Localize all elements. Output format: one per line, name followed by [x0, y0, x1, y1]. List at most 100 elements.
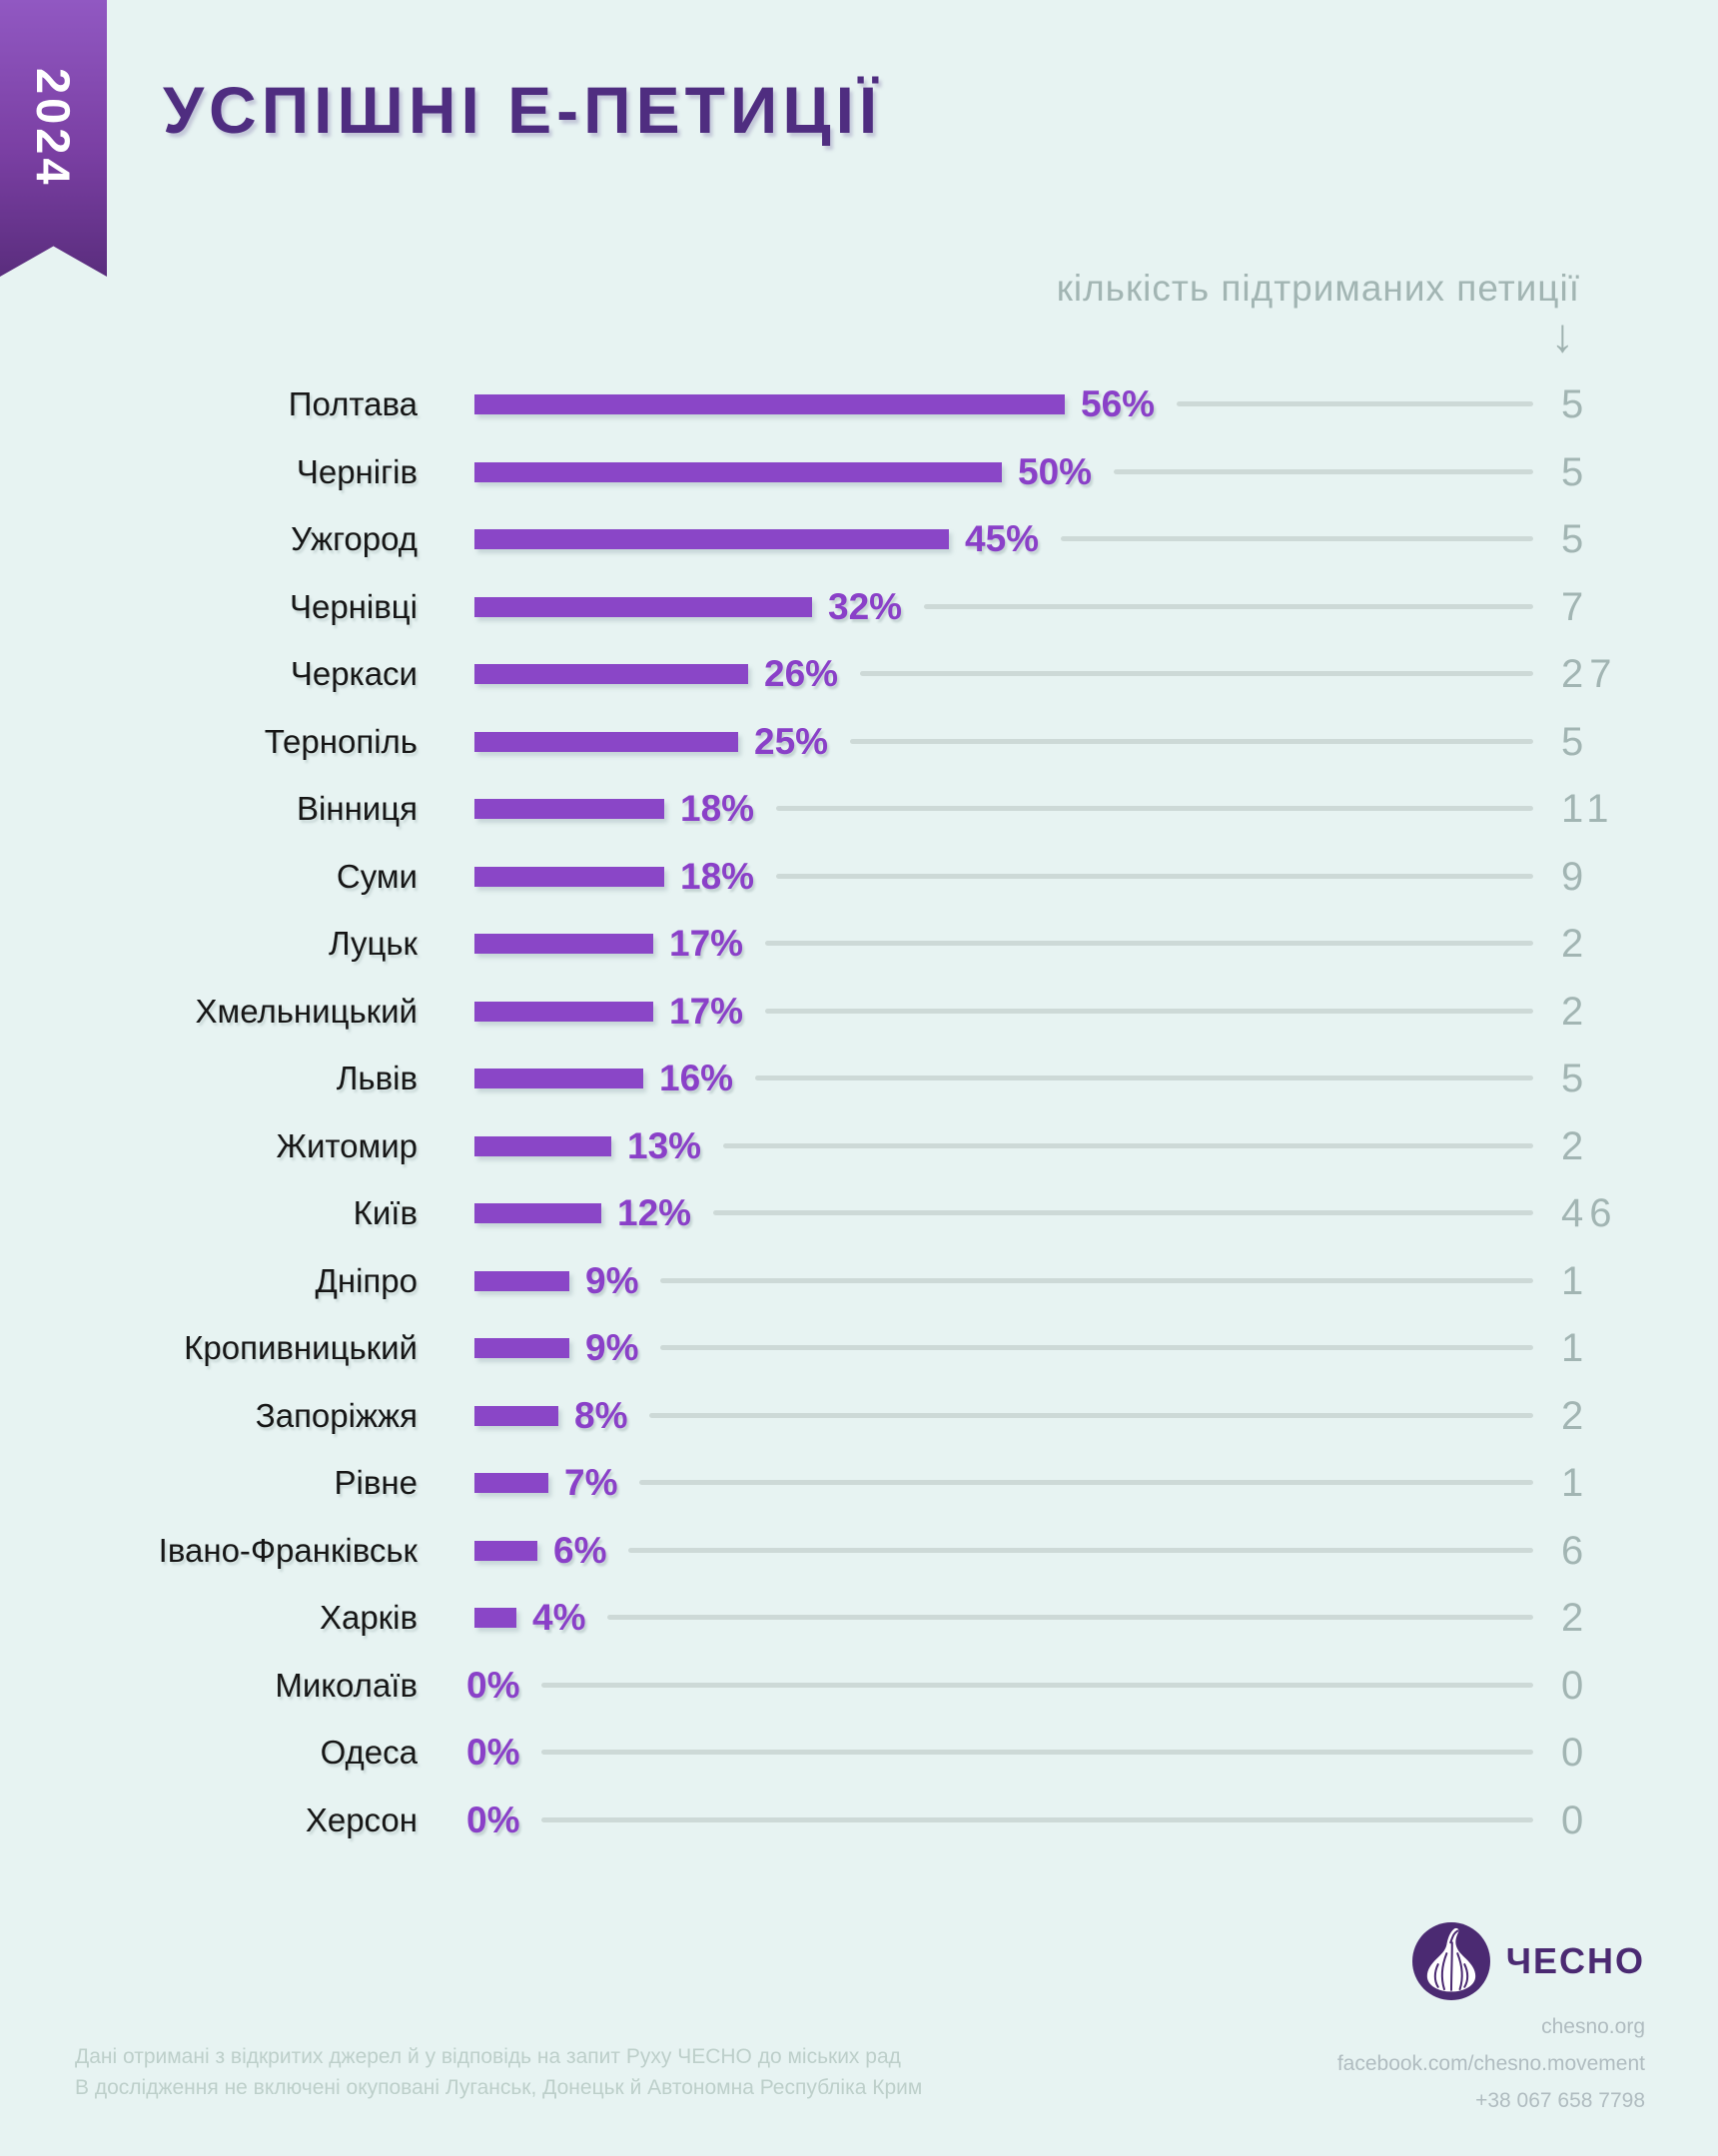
connector-line: [541, 1816, 1533, 1822]
petition-count: 6: [1561, 1528, 1590, 1573]
city-label: Вінниця: [297, 790, 418, 827]
chart-row: Чернівці 32% 7: [0, 583, 1718, 631]
percent-bar: [474, 664, 748, 684]
percent-bar: [474, 1540, 537, 1561]
connector-line: [850, 738, 1533, 744]
brand-phone: +38 067 658 7798: [1475, 2089, 1645, 2112]
percent-bar: [474, 1338, 569, 1358]
percent-bar: [474, 461, 1002, 482]
chart-row: Житомир 13% 2: [0, 1122, 1718, 1170]
city-label: Херсон: [305, 1800, 418, 1838]
chart-row: Одеса 0% 0: [0, 1729, 1718, 1777]
city-label: Ужгород: [291, 520, 418, 557]
connector-line: [649, 1412, 1533, 1418]
brand-contact-lines: chesno.org facebook.com/chesno.movement …: [1337, 2008, 1645, 2119]
petition-count: 0: [1561, 1797, 1590, 1842]
page-title: УСПІШНІ Е-ПЕТИЦІЇ: [163, 73, 883, 147]
percent-value: 0%: [466, 1732, 520, 1773]
percent-value: 6%: [553, 1529, 607, 1571]
petition-count: 9: [1561, 854, 1590, 899]
connector-line: [660, 1277, 1533, 1283]
percent-bar: [474, 1405, 558, 1426]
year-ribbon: 2024: [0, 0, 107, 277]
percent-value: 18%: [680, 788, 755, 829]
percent-value: 17%: [669, 990, 744, 1032]
city-label: Черкаси: [290, 655, 418, 692]
petition-count: 1: [1561, 1326, 1590, 1370]
petition-count: 46: [1561, 1191, 1618, 1235]
connector-line: [1061, 536, 1533, 541]
percent-value: 18%: [680, 855, 755, 897]
percent-value: 0%: [466, 1798, 520, 1840]
city-label: Дніпро: [315, 1261, 418, 1299]
connector-line: [607, 1615, 1533, 1620]
chart-row: Полтава 56% 5: [0, 380, 1718, 428]
percent-bar: [474, 596, 812, 617]
chart-row: Черкаси 26% 27: [0, 650, 1718, 698]
brand-block: ЧЕСНО chesno.org facebook.com/chesno.mov…: [1337, 1922, 1645, 2119]
percent-bar: [474, 394, 1065, 414]
percent-bar: [474, 1135, 611, 1156]
percent-value: 26%: [764, 653, 839, 694]
percent-bar: [474, 1069, 643, 1088]
connector-line: [628, 1547, 1533, 1553]
percent-value: 45%: [965, 518, 1040, 559]
brand-name: ЧЕСНО: [1505, 1940, 1645, 1981]
city-label: Харків: [319, 1599, 418, 1636]
percent-bar: [474, 529, 949, 549]
connector-line: [765, 941, 1533, 946]
chart-row: Хмельницький 17% 2: [0, 988, 1718, 1036]
percent-value: 12%: [617, 1192, 692, 1233]
percent-value: 56%: [1081, 383, 1156, 424]
city-label: Рівне: [334, 1464, 418, 1501]
petition-count: 5: [1561, 1057, 1590, 1100]
city-label: Київ: [353, 1194, 418, 1231]
connector-line: [765, 1008, 1533, 1014]
percent-value: 4%: [532, 1597, 586, 1638]
percent-value: 0%: [466, 1664, 520, 1706]
chart-row: Рівне 7% 1: [0, 1459, 1718, 1507]
connector-line: [776, 873, 1533, 879]
percent-bar: [474, 1270, 569, 1291]
chart-row: Чернігів 50% 5: [0, 448, 1718, 496]
chart-row: Харків 4% 2: [0, 1594, 1718, 1642]
city-label: Хмельницький: [195, 992, 418, 1030]
percent-value: 32%: [828, 585, 903, 627]
petition-count: 1: [1561, 1258, 1590, 1303]
petition-count: 5: [1561, 719, 1590, 764]
petition-count: 27: [1561, 652, 1618, 696]
chart-row: Вінниця 18% 11: [0, 785, 1718, 833]
percent-value: 9%: [585, 1327, 639, 1368]
count-column-label: кількість підтриманих петиції: [1056, 268, 1580, 309]
petition-count: 5: [1561, 382, 1590, 426]
percent-bar: [474, 934, 653, 954]
petition-count: 0: [1561, 1731, 1590, 1775]
connector-line: [755, 1076, 1533, 1080]
city-label: Луцьк: [328, 925, 418, 962]
connector-line: [1114, 468, 1533, 474]
percent-bar: [474, 866, 664, 887]
petition-count: 7: [1561, 584, 1590, 629]
city-label: Суми: [336, 857, 418, 895]
petition-count: 2: [1561, 989, 1590, 1034]
chart-row: Суми 18% 9: [0, 853, 1718, 901]
city-label: Одеса: [320, 1734, 418, 1771]
chart-row: Ужгород 45% 5: [0, 515, 1718, 563]
chart-row: Кропивницький 9% 1: [0, 1324, 1718, 1372]
chart-row: Запоріжжя 8% 2: [0, 1392, 1718, 1440]
chart-row: Львів 16% 5: [0, 1055, 1718, 1102]
source-note-line-2: В дослідження не включені окуповані Луга…: [75, 2076, 923, 2099]
percent-bar: [474, 1001, 653, 1022]
percent-value: 13%: [627, 1124, 702, 1166]
connector-line: [924, 603, 1533, 609]
city-label: Івано-Франківськ: [158, 1531, 418, 1569]
brand-facebook: facebook.com/chesno.movement: [1336, 2052, 1645, 2075]
connector-line: [639, 1480, 1533, 1485]
brand-website: chesno.org: [1541, 2015, 1645, 2038]
percent-bar: [474, 731, 738, 752]
percent-value: 9%: [585, 1259, 639, 1301]
city-label: Чернігів: [296, 452, 418, 490]
percent-value: 7%: [564, 1462, 618, 1503]
